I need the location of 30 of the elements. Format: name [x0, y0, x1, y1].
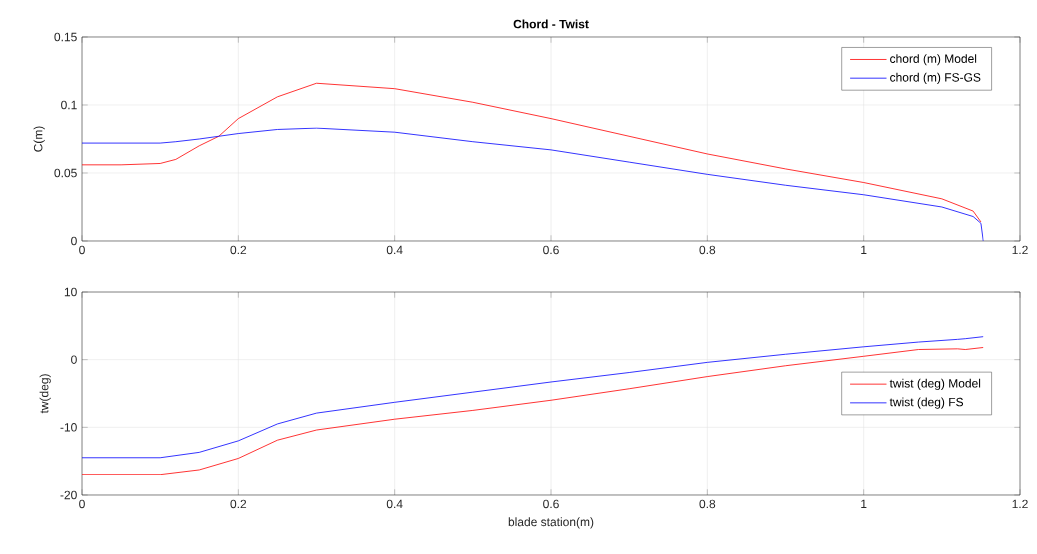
y-tick-label: -10: [60, 423, 77, 432]
x-tick-label: 0.8: [699, 499, 716, 509]
x-tick-label: 0.4: [386, 245, 403, 255]
legend-label: twist (deg) Model: [889, 378, 981, 390]
x-tick-label: 0: [79, 499, 85, 509]
x-tick-label: 0.2: [230, 499, 247, 509]
legend-label: chord (m) FS-GS: [890, 72, 981, 85]
x-tick-label: 0: [79, 245, 85, 255]
x-tick-label: 0.6: [543, 245, 559, 255]
y-tick-label: 10: [64, 287, 77, 297]
y-tick-label: 0.1: [61, 100, 77, 110]
legend-label: twist (deg) FS: [889, 397, 964, 409]
x-tick-label: 0.6: [543, 499, 559, 509]
y-tick-label: 0.05: [54, 168, 77, 178]
chart-title: Chord - Twist: [513, 19, 589, 29]
x-axis-title: blade station(m): [508, 517, 594, 529]
x-tick-label: 1.2: [1012, 499, 1028, 509]
x-tick-label: 1: [861, 499, 867, 508]
y-tick-label: 0: [71, 355, 77, 364]
y-axis-title: tw(deg): [39, 374, 51, 414]
y-axis-title: C(m): [33, 126, 45, 152]
y-tick-label: 0: [71, 236, 77, 246]
x-tick-label: 0.2: [230, 245, 247, 255]
x-tick-label: 0.8: [699, 245, 716, 255]
x-tick-label: 1.2: [1012, 245, 1028, 255]
x-tick-label: 0.4: [386, 499, 403, 509]
y-tick-label: -20: [60, 490, 77, 500]
y-tick-label: 0.15: [54, 32, 77, 42]
x-tick-label: 1: [861, 245, 867, 254]
legend-label: chord (m) Model: [890, 54, 977, 66]
